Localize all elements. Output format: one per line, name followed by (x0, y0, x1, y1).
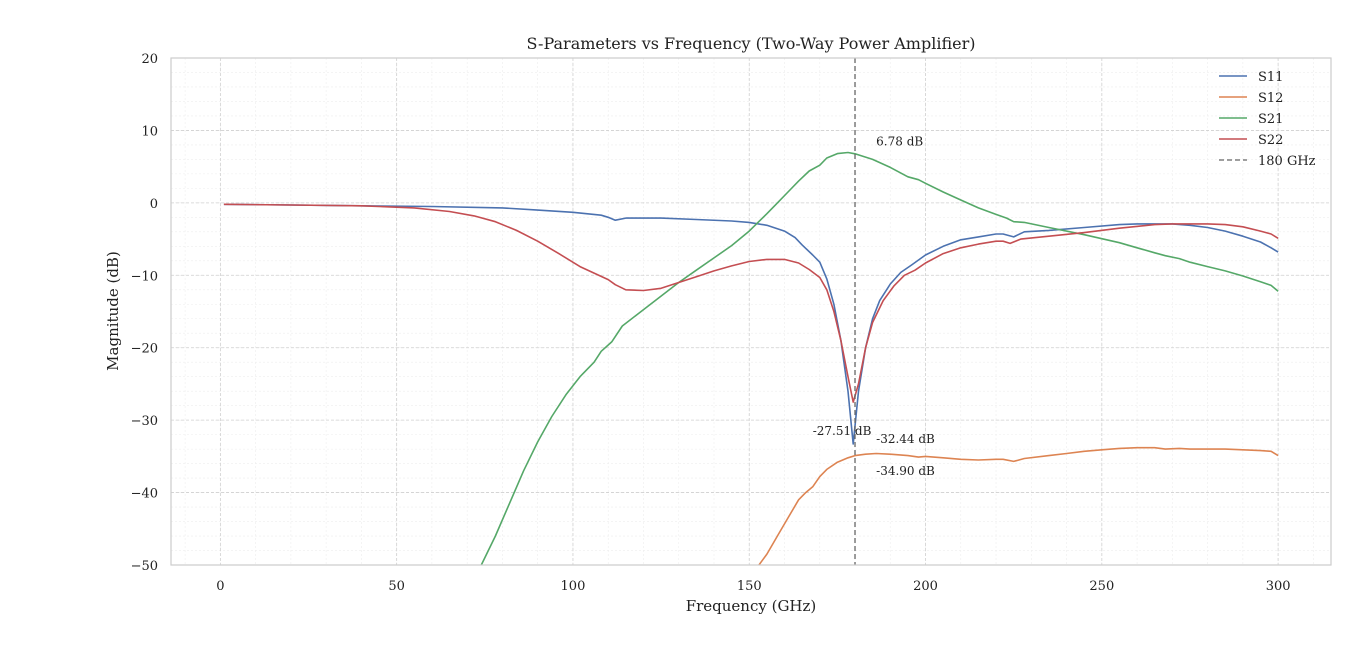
x-tick-label: 300 (1266, 579, 1291, 594)
x-tick-label: 250 (1089, 579, 1114, 594)
plot-background (171, 58, 1331, 565)
legend-entry: S22 (1258, 133, 1283, 148)
x-axis-label: Frequency (GHz) (686, 597, 817, 615)
y-tick-label: −40 (131, 487, 158, 502)
y-axis-label: Magnitude (dB) (104, 251, 122, 371)
annotation-label: -32.44 dB (876, 432, 935, 446)
x-tick-label: 150 (737, 579, 762, 594)
series-line-s21 (480, 151, 1279, 565)
legend-entry: S12 (1258, 91, 1283, 106)
y-tick-label: 0 (150, 197, 158, 212)
x-tick-label: 50 (388, 579, 405, 594)
x-tick-label: 200 (913, 579, 938, 594)
y-tick-label: −50 (131, 559, 158, 574)
legend-entry: 180 GHz (1258, 154, 1316, 169)
series-layer (223, 151, 1279, 565)
y-tick-label: −10 (131, 269, 158, 284)
y-tick-label: 10 (141, 124, 158, 139)
legend: S11 S12 S21 S22 180 GHz (1219, 70, 1316, 169)
annotation-label: -27.51 dB (813, 424, 872, 438)
y-tick-label: 20 (141, 52, 158, 67)
series-line-s22 (223, 203, 1279, 403)
y-tick-label: −30 (131, 414, 158, 429)
annotations: 6.78 dB -27.51 dB -32.44 dB -34.90 dB (813, 134, 935, 478)
plot-frame (170, 57, 1332, 566)
y-tick-label: −20 (131, 342, 158, 357)
x-tick-label: 100 (561, 579, 586, 594)
minor-grid (171, 57, 1331, 566)
annotation-label: 6.78 dB (876, 134, 923, 148)
x-tick-label: 0 (216, 579, 224, 594)
annotation-label: -34.90 dB (876, 464, 935, 478)
series-line-s12 (757, 446, 1279, 565)
legend-entry: S11 (1258, 70, 1283, 85)
chart-title: S-Parameters vs Frequency (Two-Way Power… (527, 34, 976, 53)
legend-entry: S21 (1258, 112, 1283, 127)
